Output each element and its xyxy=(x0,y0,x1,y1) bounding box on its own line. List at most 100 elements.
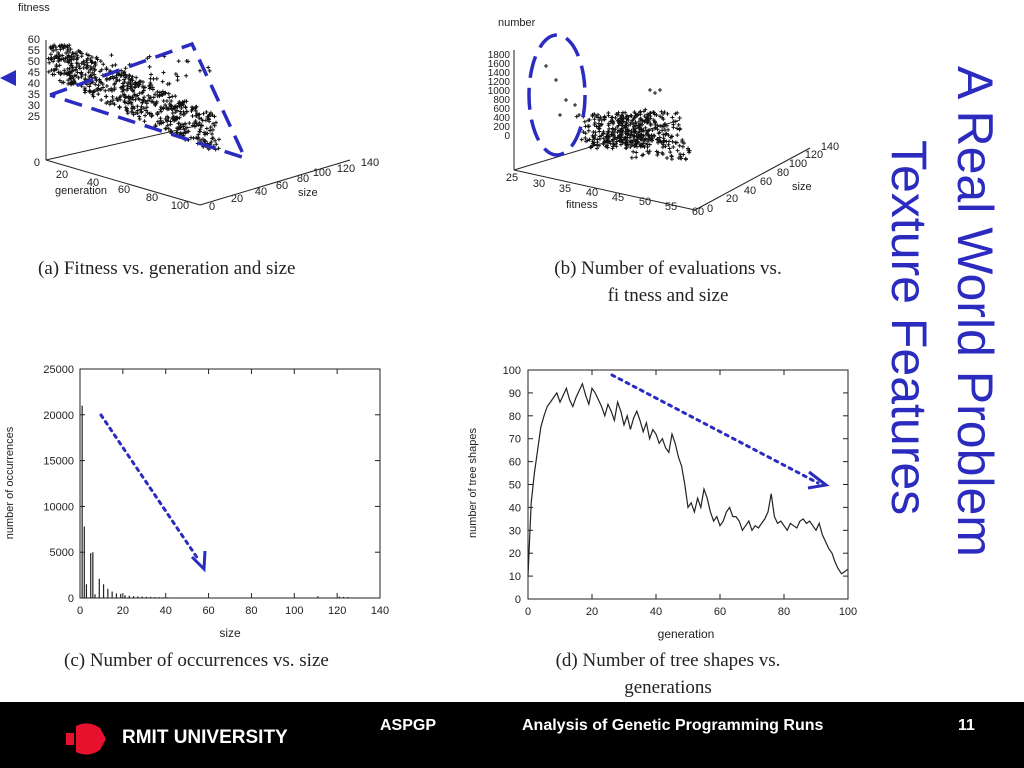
chart-b: number 1800 1600 1400 1200 1000 800 600 … xyxy=(488,17,839,218)
chart-b-ztick: 400 xyxy=(493,113,510,124)
chart-b-point xyxy=(624,138,629,143)
chart-b-xtick: 25 xyxy=(506,172,518,184)
chart-d-xticks: 0 20 40 60 80 100 xyxy=(525,370,857,618)
chart-a-point xyxy=(203,139,208,144)
chart-b-point xyxy=(686,148,691,153)
chart-a-point xyxy=(163,102,168,107)
chart-a-point xyxy=(147,64,152,69)
slide-title-line2: Texture Features xyxy=(881,140,937,515)
chart-b-point xyxy=(634,155,639,160)
chart-b-point xyxy=(662,122,667,127)
chart-a-point xyxy=(213,138,218,143)
chart-a-point xyxy=(149,82,154,87)
chart-b-point xyxy=(599,133,604,138)
chart-b-point xyxy=(614,139,619,144)
chart-a-point xyxy=(142,95,147,100)
chart-a-point xyxy=(84,52,89,57)
chart-a-point xyxy=(120,81,125,86)
chart-a-point xyxy=(164,105,169,110)
chart-b-point xyxy=(670,115,675,120)
chart-b-point xyxy=(669,157,674,162)
chart-b-point xyxy=(645,145,650,150)
chart-d-line xyxy=(527,381,849,577)
chart-a-point xyxy=(144,101,149,106)
chart-a-point xyxy=(153,92,158,97)
chart-a-ytick: 40 xyxy=(255,186,267,198)
chart-a-point xyxy=(99,67,104,72)
chart-a-point xyxy=(47,60,52,65)
chart-b-point xyxy=(640,122,645,127)
chart-b-point xyxy=(628,113,633,118)
chart-a-point xyxy=(138,107,143,112)
chart-b-point xyxy=(667,146,672,151)
chart-b-point xyxy=(663,128,667,132)
footer-course: ASPGP xyxy=(380,717,437,734)
chart-a: fitness 60 55 50 45 40 35 30 25 0 20 40 … xyxy=(0,2,379,213)
chart-a-point xyxy=(73,81,78,86)
chart-a-point xyxy=(189,105,194,110)
chart-b-point xyxy=(658,114,663,119)
chart-a-point xyxy=(125,108,130,113)
chart-b-point xyxy=(590,133,595,138)
chart-a-point xyxy=(94,55,99,60)
chart-a-point xyxy=(94,78,99,83)
footer-subject: Analysis of Genetic Programming Runs xyxy=(522,717,824,734)
chart-a-point xyxy=(69,80,74,85)
chart-a-ytick: 80 xyxy=(297,173,309,185)
chart-b-point xyxy=(660,150,665,155)
chart-a-point xyxy=(46,69,51,74)
chart-b-point xyxy=(606,129,611,134)
chart-b-point xyxy=(595,137,600,142)
chart-a-point xyxy=(163,116,168,121)
chart-a-point xyxy=(130,110,135,115)
chart-a-point xyxy=(71,68,76,73)
chart-a-point xyxy=(128,82,133,87)
chart-d-xtick: 80 xyxy=(778,606,790,618)
chart-b-point xyxy=(637,124,642,129)
chart-b-point xyxy=(643,125,648,130)
chart-b-point xyxy=(625,142,630,147)
chart-b-point xyxy=(661,117,666,122)
chart-b-point xyxy=(651,110,656,115)
chart-a-point xyxy=(166,126,171,131)
chart-d-ytick: 40 xyxy=(509,502,521,514)
chart-a-point xyxy=(52,43,57,48)
chart-a-point xyxy=(122,92,127,97)
chart-a-point xyxy=(87,88,92,93)
chart-b-point xyxy=(619,114,624,119)
chart-b-point xyxy=(629,139,634,144)
chart-b-point xyxy=(675,133,680,138)
slide-title: A Real World Problem Texture Features xyxy=(881,66,1003,557)
chart-a-point xyxy=(194,121,199,126)
chart-a-point xyxy=(70,65,75,70)
chart-a-point xyxy=(187,121,192,126)
chart-a-point xyxy=(72,78,77,83)
chart-a-point xyxy=(176,121,181,126)
chart-b-point xyxy=(680,144,685,149)
chart-b-point xyxy=(596,121,601,126)
chart-b-point xyxy=(627,135,632,140)
chart-b-point xyxy=(583,135,588,140)
chart-b-point xyxy=(639,117,644,122)
footer-university: RMIT UNIVERSITY xyxy=(122,727,288,748)
chart-a-point xyxy=(90,92,95,97)
chart-b-point xyxy=(680,139,685,144)
chart-b-point xyxy=(675,148,680,153)
chart-b-xticks: 25 30 35 40 45 50 55 60 xyxy=(506,172,704,218)
footer-page-number: 11 xyxy=(958,717,975,734)
chart-a-xtick: 100 xyxy=(171,200,189,212)
chart-a-point xyxy=(154,101,159,106)
chart-a-point xyxy=(148,95,153,100)
chart-a-point xyxy=(66,81,71,86)
chart-b-ytick: 140 xyxy=(821,141,839,153)
chart-a-point xyxy=(98,59,103,64)
chart-c-bars xyxy=(81,405,349,598)
chart-b-point xyxy=(671,145,676,150)
chart-a-point xyxy=(181,100,186,105)
chart-a-ytick: 20 xyxy=(231,193,243,205)
chart-a-point xyxy=(122,77,127,82)
chart-a-point xyxy=(108,99,113,104)
chart-c-xtick: 120 xyxy=(328,605,346,617)
chart-d-series-line xyxy=(527,381,849,577)
chart-a-point xyxy=(139,110,144,115)
